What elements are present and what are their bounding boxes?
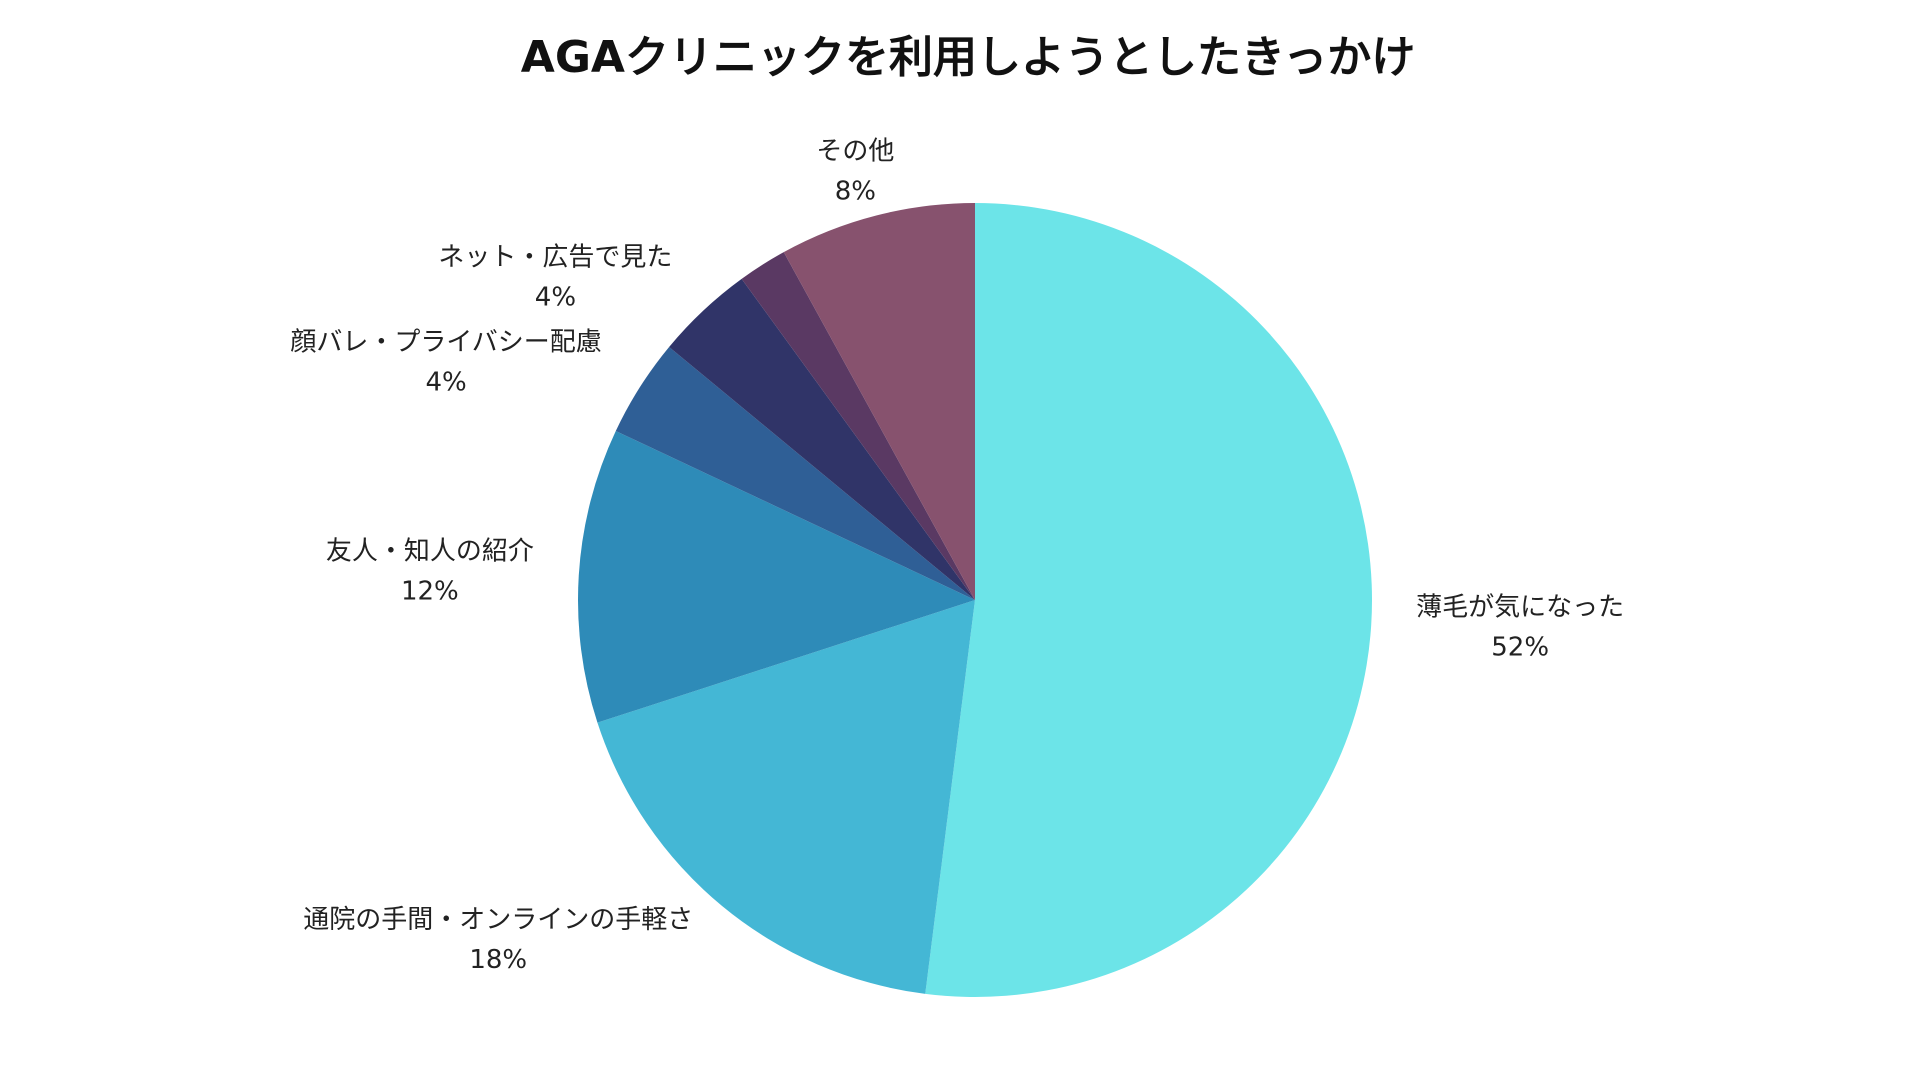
pie-slice [597,600,975,994]
slice-label: 薄毛が気になった [1416,592,1624,622]
slice-label: 通院の手間・オンラインの手軽さ [303,905,693,935]
slice-label: 友人・知人の紹介 [326,537,534,567]
pie-slice [669,278,975,600]
slice-value-label: 52% [1491,632,1549,662]
slice-label: その他 [816,136,894,166]
pie-slice [925,203,1373,997]
pie-slice [577,430,975,723]
pie-slice [783,203,975,600]
slice-value-label: 4% [425,368,466,398]
slice-label: ネット・広告で見た [438,242,672,272]
chart-title: AGAクリニックを利用しようとしたきっかけ [521,32,1415,83]
pie-slice [741,252,975,600]
slice-value-label: 4% [535,282,576,312]
pie-slice [615,346,975,600]
slice-value-label: 12% [401,577,459,607]
slice-value-label: 18% [469,945,527,975]
slice-value-label: 8% [835,176,876,206]
slice-label: 顔バレ・プライバシー配慮 [290,328,601,358]
